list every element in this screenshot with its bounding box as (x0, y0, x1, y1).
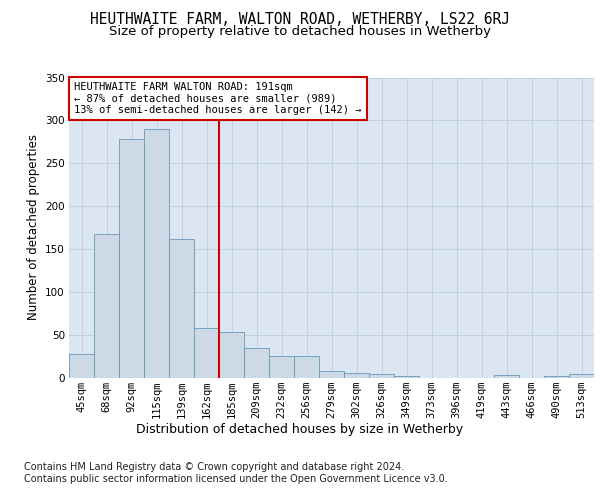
Bar (219, 332, 244, 378)
Bar (544, 376, 569, 378)
Bar (94, 234, 119, 378)
Bar (169, 238, 194, 378)
Text: Size of property relative to detached houses in Wetherby: Size of property relative to detached ho… (109, 25, 491, 38)
Y-axis label: Number of detached properties: Number of detached properties (26, 134, 40, 320)
Text: HEUTHWAITE FARM WALTON ROAD: 191sqm
← 87% of detached houses are smaller (989)
1: HEUTHWAITE FARM WALTON ROAD: 191sqm ← 87… (74, 82, 362, 115)
Bar (244, 348, 269, 378)
Text: HEUTHWAITE FARM, WALTON ROAD, WETHERBY, LS22 6RJ: HEUTHWAITE FARM, WALTON ROAD, WETHERBY, … (90, 12, 510, 28)
Bar (194, 328, 219, 378)
Bar (569, 374, 594, 378)
Bar (294, 356, 319, 378)
Bar (369, 374, 394, 378)
Text: Contains HM Land Registry data © Crown copyright and database right 2024.
Contai: Contains HM Land Registry data © Crown c… (24, 462, 448, 484)
Bar (144, 129, 169, 378)
Bar (494, 375, 519, 378)
Bar (394, 376, 419, 378)
Bar (119, 139, 144, 378)
Bar (319, 370, 344, 378)
Bar (69, 354, 94, 378)
Bar (344, 373, 369, 378)
Bar (269, 356, 294, 378)
Text: Distribution of detached houses by size in Wetherby: Distribution of detached houses by size … (136, 422, 464, 436)
